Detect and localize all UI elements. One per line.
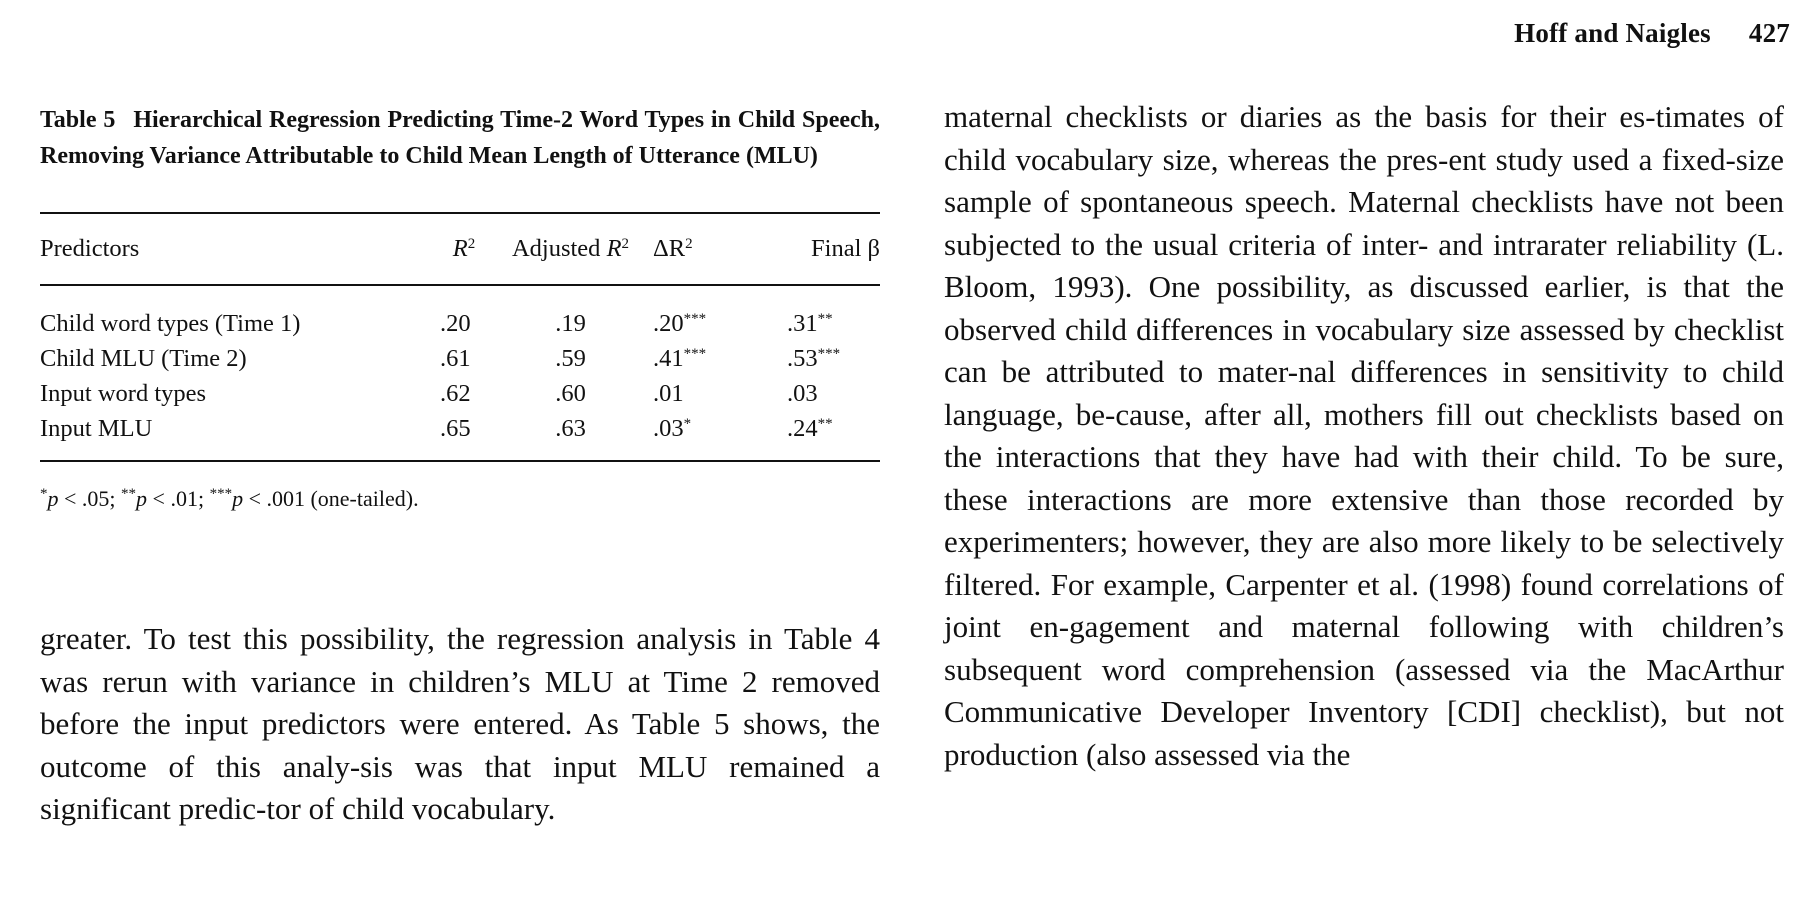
cell-adjusted-r2: .19 bbox=[555, 309, 586, 337]
table-footnote: *p < .05; **p < .01; ***p < .001 (one-ta… bbox=[40, 486, 419, 511]
cell-delta-r2: .41*** bbox=[653, 344, 707, 372]
header-delta-r2: ΔR2 bbox=[653, 235, 693, 262]
cell-adjusted-r2: .60 bbox=[555, 379, 586, 407]
cell-predictor: Child word types (Time 1) bbox=[40, 309, 301, 337]
page-number: 427 bbox=[1748, 18, 1790, 48]
header-adjusted-r2: Adjusted R2 bbox=[511, 235, 630, 262]
cell-adjusted-r2: .59 bbox=[555, 344, 586, 372]
cell-predictor: Child MLU (Time 2) bbox=[40, 344, 247, 372]
header-r2: R2 bbox=[452, 235, 476, 262]
table-row: Child MLU (Time 2) .61 .59 .41*** .53*** bbox=[40, 341, 880, 376]
cell-delta-r2: .20*** bbox=[653, 309, 707, 337]
cell-predictor: Input MLU bbox=[40, 414, 153, 442]
right-body-paragraph: maternal checklists or diaries as the ba… bbox=[944, 99, 1784, 772]
cell-final-beta: .31** bbox=[787, 309, 833, 337]
cell-predictor: Input word types bbox=[40, 379, 207, 407]
cell-adjusted-r2: .63 bbox=[555, 414, 586, 442]
table-caption: Table 5 Hierarchical Regression Predictin… bbox=[40, 102, 880, 210]
running-head-authors: Hoff and Naigles bbox=[1514, 18, 1711, 48]
header-predictors: Predictors bbox=[40, 235, 140, 262]
table-row: Child word types (Time 1) .20 .19 .20***… bbox=[40, 285, 880, 341]
cell-delta-r2: .03* bbox=[653, 414, 692, 442]
table-caption-text: Hierarchical Regression Predicting Time-… bbox=[40, 107, 880, 169]
table-row: Input MLU .65 .63 .03* .24** bbox=[40, 411, 880, 461]
cell-r2: .20 bbox=[440, 309, 471, 337]
table-row: Input word types .62 .60 .01 .03 bbox=[40, 376, 880, 411]
header-final-beta: Final β bbox=[811, 235, 880, 262]
regression-table: Predictors R2 Adjusted R2 ΔR2 Final β Ch… bbox=[40, 212, 880, 462]
running-head: Hoff and Naigles 427 bbox=[1514, 18, 1790, 49]
left-column: Table 5 Hierarchical Regression Predictin… bbox=[40, 102, 880, 512]
cell-final-beta: .53*** bbox=[787, 344, 841, 372]
table-number: Table 5 bbox=[40, 107, 116, 133]
cell-r2: .61 bbox=[440, 344, 471, 372]
left-body-paragraph: greater. To test this possibility, the r… bbox=[40, 621, 880, 826]
cell-final-beta: .03 bbox=[787, 379, 818, 407]
table-header-row: Predictors R2 Adjusted R2 ΔR2 Final β bbox=[40, 213, 880, 285]
cell-r2: .65 bbox=[440, 414, 471, 442]
cell-delta-r2: .01 bbox=[653, 379, 684, 407]
cell-final-beta: .24** bbox=[787, 414, 833, 442]
cell-r2: .62 bbox=[440, 379, 471, 407]
